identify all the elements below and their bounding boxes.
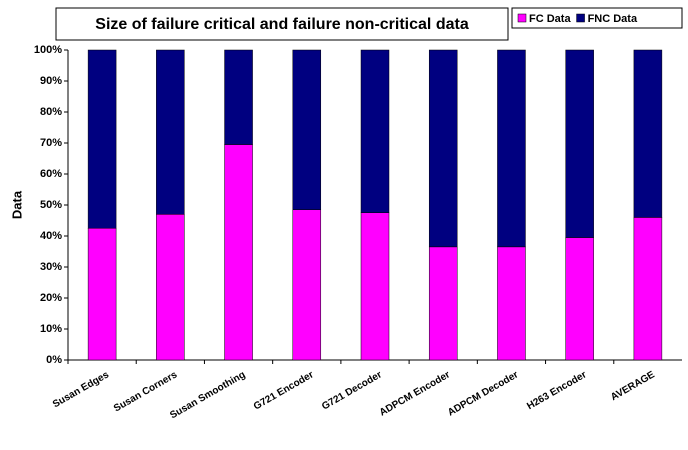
y-tick-label: 90%: [40, 75, 62, 87]
bar-segment: [633, 49, 663, 218]
x-tick-label: Susan Corners: [112, 369, 179, 414]
bar-segment: [224, 144, 253, 361]
y-tick-label: 0%: [46, 354, 62, 366]
x-tick-label: G721 Encoder: [252, 369, 316, 412]
y-tick-label: 70%: [40, 137, 62, 149]
x-tick-label: ADPCM Decoder: [446, 369, 520, 418]
bar-segment: [156, 214, 185, 361]
x-tick-label: AVERAGE: [609, 369, 657, 403]
bar-segment: [565, 237, 594, 361]
legend-swatch: [576, 13, 585, 23]
bar-segment: [292, 209, 322, 361]
x-tick-label: G721 Decoder: [320, 369, 384, 412]
y-tick-label: 60%: [40, 168, 62, 180]
bar-segment: [633, 217, 663, 361]
chart-title: Size of failure critical and failure non…: [95, 16, 469, 33]
bar-segment: [360, 212, 390, 361]
y-tick-label: 50%: [40, 199, 62, 211]
x-tick-label: Susan Edges: [51, 369, 111, 410]
x-tick-label: ADPCM Encoder: [378, 369, 452, 418]
bar-segment: [87, 49, 117, 229]
y-tick-label: 30%: [40, 261, 62, 273]
legend-swatch: [517, 13, 527, 23]
y-tick-label: 40%: [40, 230, 62, 242]
legend-label: FNC Data: [588, 13, 638, 25]
y-tick-label: 10%: [40, 323, 62, 335]
bar-segment: [497, 246, 526, 361]
y-tick-label: 20%: [40, 292, 62, 304]
bar-segment: [156, 49, 185, 215]
y-tick-label: 100%: [34, 44, 62, 56]
legend-label: FC Data: [529, 13, 571, 25]
legend-box: [511, 7, 683, 29]
y-tick-label: 80%: [40, 106, 62, 118]
x-tick-label: Susan Smoothing: [168, 369, 247, 421]
bar-segment: [360, 49, 390, 213]
bar-segment: [292, 49, 322, 210]
bar-segment: [428, 246, 458, 361]
bar-segment: [224, 49, 253, 145]
x-tick-label: H263 Encoder: [525, 369, 588, 412]
y-axis-label: Data: [9, 190, 24, 219]
bar-segment: [565, 49, 594, 238]
bar-segment: [87, 228, 117, 361]
bar-segment: [428, 49, 458, 248]
title-box: [55, 7, 509, 41]
bar-segment: [497, 49, 526, 248]
